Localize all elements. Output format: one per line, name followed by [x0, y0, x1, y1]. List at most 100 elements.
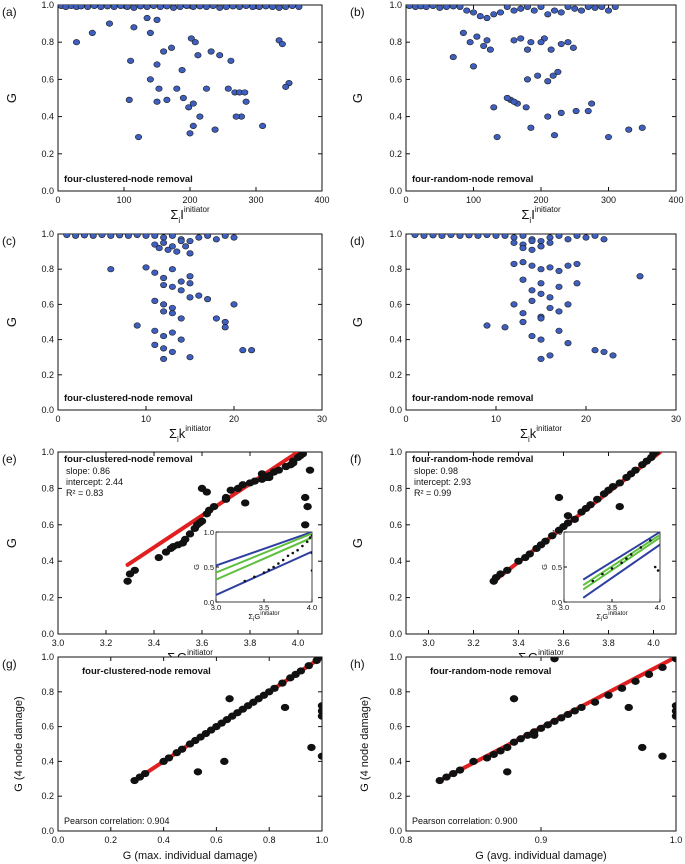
data-point [278, 40, 286, 48]
data-point [537, 280, 545, 287]
data-point [537, 315, 545, 322]
y-tick-label: 1.0 [389, 447, 402, 457]
data-point [501, 234, 509, 239]
y-tick-label: 0.8 [389, 687, 402, 697]
x-label-sigma: Σ [521, 207, 529, 222]
data-point [570, 707, 579, 715]
data-layer [63, 234, 256, 363]
data-point [151, 297, 159, 304]
data-point [586, 501, 595, 509]
y-tick-label: 0.2 [389, 791, 402, 801]
data-point [185, 530, 195, 538]
data-point [483, 234, 491, 238]
data-point [197, 517, 207, 525]
data-point [281, 462, 291, 471]
data-point [168, 348, 176, 356]
data-point [527, 124, 535, 131]
data-point [307, 743, 316, 752]
data-point [301, 521, 310, 529]
y-tick-label: 0.2 [389, 593, 402, 603]
y-tick-label: 0.2 [41, 791, 54, 801]
data-point [160, 274, 168, 282]
data-point [151, 327, 159, 334]
x-tick-label: 4.0 [292, 638, 305, 648]
data-point [591, 234, 599, 239]
y-tick-label: 0.4 [41, 556, 54, 566]
data-point [523, 731, 532, 739]
data-point [658, 663, 667, 672]
data-point [483, 322, 491, 329]
data-point [160, 308, 168, 315]
data-point [548, 532, 557, 540]
inset-line-fit [216, 532, 312, 574]
y-tick-label: 0.4 [389, 756, 402, 766]
data-point [296, 452, 305, 460]
data-point [420, 234, 428, 239]
data-point [177, 315, 185, 322]
x-label-sub: i [528, 435, 530, 444]
x-label-sigma: Σ [170, 207, 178, 222]
y-tick-label: 0.6 [41, 722, 54, 732]
data-layer [489, 452, 663, 585]
data-point [456, 234, 464, 239]
data-point [160, 345, 168, 352]
data-point [151, 234, 159, 239]
y-tick-label: 0.6 [389, 722, 402, 732]
x-tick-label: 0.4 [157, 835, 170, 845]
data-point [154, 553, 163, 562]
data-point [563, 519, 573, 527]
x-tick-label: 0.6 [210, 835, 223, 845]
inset-x-tick-label: 4.0 [655, 603, 665, 612]
y-axis-label: G [4, 317, 19, 327]
y-tick-label: 1.0 [41, 447, 54, 457]
data-point [241, 499, 250, 507]
fit-stat: intercept: 2.93 [414, 477, 471, 487]
data-point [564, 340, 572, 347]
panel-label: (c) [2, 234, 16, 248]
x-label-var: I [531, 207, 535, 222]
data-point [160, 234, 168, 241]
x-label-var: k [179, 426, 186, 441]
data-point [191, 39, 199, 46]
data-point [241, 89, 249, 96]
data-point [459, 29, 467, 37]
data-point [265, 473, 274, 482]
data-point [604, 133, 612, 141]
data-point [474, 234, 482, 239]
panel-annotation: four-clustered-node removal [64, 393, 193, 404]
data-point [422, 5, 430, 10]
data-point [591, 347, 599, 354]
chart-panel-f: 3.0 3.2 3.4 3.6 3.8 4.0 0.0 0.2 0.4 0.6 0.8 1.0 (f) G… [350, 447, 677, 668]
x-label-sup: initiator [187, 648, 213, 657]
x-axis-label: Σikinitiator [169, 424, 211, 444]
x-label-sigma: Σ [520, 426, 528, 441]
x-label-sup: initiator [185, 424, 211, 433]
data-point [537, 336, 545, 343]
panel-annotation: four-random-node removal [412, 454, 533, 465]
x-tick-label: 300 [248, 195, 263, 205]
data-point [133, 234, 141, 238]
y-tick-label: 0.2 [41, 593, 54, 603]
data-point [546, 234, 554, 241]
data-point [483, 14, 491, 22]
data-point [203, 85, 211, 92]
data-point [186, 130, 194, 137]
fit-stat: slope: 0.98 [414, 466, 458, 476]
x-label-sup: initiator [184, 205, 210, 214]
data-point [534, 72, 542, 79]
data-point [270, 684, 279, 692]
data-point [317, 752, 322, 760]
chart-panel-c: 0 10 20 30 0.0 0.2 0.4 0.6 0.8 1.0 (c) G Σikinitiato… [2, 229, 327, 444]
data-point [455, 766, 465, 774]
data-point [179, 94, 187, 102]
data-point [550, 657, 559, 663]
inset-point [639, 546, 643, 549]
data-point [571, 5, 579, 12]
data-point [173, 85, 181, 92]
data-point [124, 234, 132, 239]
x-tick-label: 4.0 [647, 638, 660, 648]
x-tick-label: 3.4 [512, 638, 525, 648]
data-point [107, 234, 115, 239]
data-point [317, 712, 322, 720]
data-point [564, 262, 572, 269]
